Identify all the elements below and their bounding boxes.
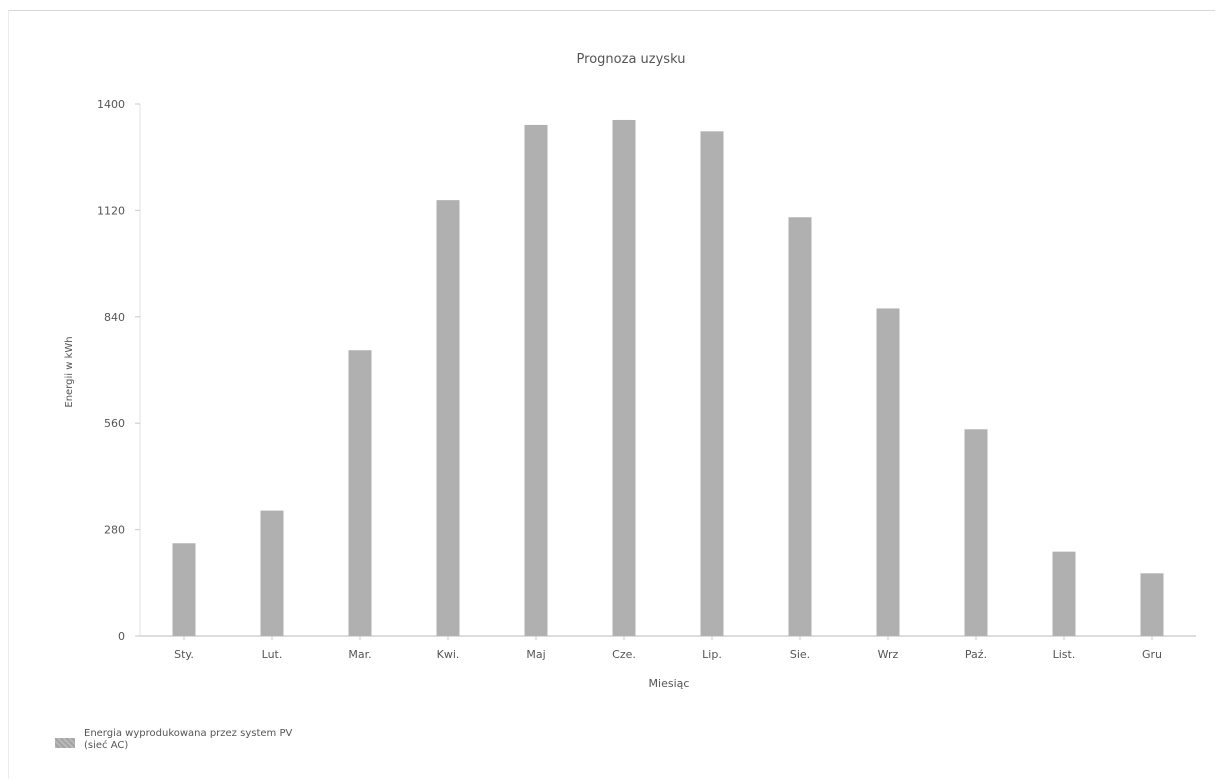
legend-label: Energia wyprodukowana przez system PV (s… <box>84 728 293 751</box>
x-tick-label: Cze. <box>612 648 636 661</box>
chart-title: Prognoza uzysku <box>577 52 686 67</box>
x-tick-label: Lut. <box>262 648 283 661</box>
bar-mar <box>348 350 372 636</box>
y-tick-label: 0 <box>118 630 125 643</box>
bar-lip <box>700 131 724 637</box>
x-tick-label: List. <box>1053 648 1076 661</box>
legend-swatch <box>55 738 75 748</box>
x-tick-label: Wrz <box>878 648 899 661</box>
chart-frame <box>8 10 1215 779</box>
bar-cze <box>612 119 636 636</box>
x-axis-label: Miesiąc <box>649 677 690 690</box>
bar-paź <box>964 429 988 636</box>
x-tick-label: Mar. <box>348 648 371 661</box>
bar-wrz <box>876 308 900 636</box>
bar-sie <box>788 217 812 637</box>
x-tick-label: Sie. <box>790 648 810 661</box>
y-axis-label: Energii w kWh <box>64 336 75 407</box>
bar-kwi <box>436 200 460 636</box>
x-tick-label: Sty. <box>174 648 194 661</box>
x-tick-label: Lip. <box>702 648 722 661</box>
x-tick-label: Maj <box>526 648 545 661</box>
bar-maj <box>524 124 548 637</box>
bar-lut <box>260 510 284 636</box>
x-tick-label: Gru <box>1142 648 1162 661</box>
y-tick-label: 1120 <box>97 204 125 217</box>
y-tick-label: 560 <box>104 417 125 430</box>
bar-list <box>1052 551 1076 636</box>
x-tick-label: Paź. <box>965 648 987 661</box>
legend: Energia wyprodukowana przez system PV (s… <box>55 728 294 752</box>
bar-sty <box>172 543 196 636</box>
x-tick-label: Kwi. <box>437 648 460 661</box>
y-tick-label: 280 <box>104 524 125 537</box>
y-tick-label: 840 <box>104 311 125 324</box>
bar-gru <box>1140 573 1164 636</box>
y-tick-label: 1400 <box>97 98 125 111</box>
